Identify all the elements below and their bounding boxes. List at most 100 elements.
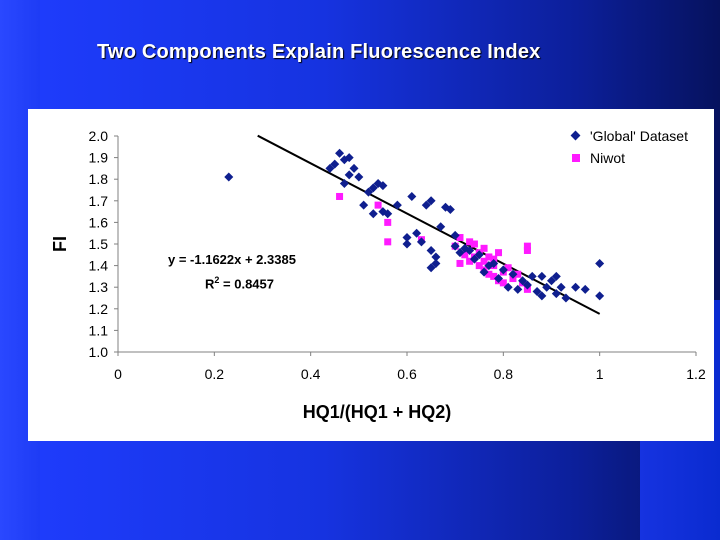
niwot-point [336, 192, 344, 200]
y-tick-label: 2.0 [89, 128, 109, 144]
niwot-point [384, 218, 392, 226]
global-point [344, 153, 354, 163]
global-point [518, 276, 528, 286]
global-point [595, 258, 605, 268]
niwot-point [485, 270, 493, 278]
global-point [392, 200, 402, 210]
trendline [257, 134, 601, 315]
niwot-point [499, 279, 507, 287]
global-point [595, 291, 605, 301]
global-point [580, 284, 590, 294]
slide-title: Two Components Explain Fluorescence Inde… [97, 41, 541, 63]
global-point [354, 172, 364, 182]
global-point [339, 179, 349, 189]
x-tick-label: 0.6 [397, 366, 417, 382]
global-point [426, 196, 436, 206]
niwot-point [480, 257, 488, 265]
global-point [474, 250, 484, 260]
global-point [383, 209, 393, 219]
global-point [344, 170, 354, 180]
global-point [508, 269, 518, 279]
niwot-point [374, 201, 382, 209]
diamond-marker-icon [568, 130, 584, 142]
y-tick-label: 1.3 [89, 279, 109, 295]
global-point [330, 159, 340, 169]
global-point [335, 148, 345, 158]
legend-item-global: 'Global' Dataset [568, 125, 688, 147]
global-point [402, 239, 412, 249]
global-point [431, 258, 441, 268]
r-squared-line: R2 = 0.8457 [205, 275, 274, 292]
niwot-point [466, 238, 474, 246]
x-tick-label: 1 [596, 366, 604, 382]
global-point [484, 261, 494, 271]
legend-label-global: 'Global' Dataset [590, 128, 688, 144]
global-point [522, 280, 532, 290]
niwot-point [456, 234, 464, 242]
niwot-point [461, 251, 469, 259]
x-tick-label: 0.2 [205, 366, 225, 382]
x-tick-label: 1.2 [686, 366, 706, 382]
x-tick-label: 0.4 [301, 366, 321, 382]
global-point [378, 181, 388, 191]
global-point [527, 271, 537, 281]
global-point [368, 209, 378, 219]
y-tick-label: 1.5 [89, 236, 109, 252]
global-point [537, 271, 547, 281]
global-point [513, 284, 523, 294]
niwot-point [466, 257, 474, 265]
chart-legend: 'Global' Dataset Niwot [568, 125, 688, 169]
global-point [537, 291, 547, 301]
global-point [412, 228, 422, 238]
niwot-point [504, 264, 512, 272]
global-point [532, 287, 542, 297]
global-point [542, 282, 552, 292]
global-point [547, 276, 556, 286]
global-point [445, 204, 455, 214]
y-tick-label: 1.0 [89, 344, 109, 360]
global-point [426, 263, 436, 273]
legend-item-niwot: Niwot [568, 147, 688, 169]
niwot-point [480, 244, 488, 252]
global-point [551, 271, 561, 281]
chart-panel: 1.0 1.1 1.2 1.3 1.4 1.5 1.6 1.7 1.8 1.9 2.0 0 0.2 0.4… [28, 109, 714, 441]
y-tick-label: 1.8 [89, 171, 109, 187]
regression-equation: y = -1.1622x + 2.3385 R2 = 0.8457 [168, 249, 296, 294]
niwot-point [475, 262, 483, 270]
global-point [378, 207, 388, 217]
x-axis-title: HQ1/(HQ1 + HQ2) [303, 402, 452, 422]
global-point [450, 230, 460, 240]
niwot-point [495, 249, 503, 257]
global-point [436, 222, 446, 232]
x-tick-label: 0 [114, 366, 122, 382]
y-tick-label: 1.6 [89, 214, 109, 230]
global-point [402, 233, 412, 243]
global-point [450, 241, 460, 251]
global-point [494, 274, 504, 284]
y-tick-label: 1.4 [89, 258, 109, 274]
global-point [465, 245, 475, 255]
global-point [363, 187, 373, 197]
niwot-point [456, 259, 464, 267]
equation-line: y = -1.1622x + 2.3385 [168, 252, 296, 267]
niwot-point [485, 253, 493, 261]
global-point [359, 200, 369, 210]
global-point [556, 282, 566, 292]
global-point [551, 289, 561, 299]
global-point [421, 200, 431, 210]
niwot-point [523, 242, 531, 250]
niwot-point [384, 238, 392, 246]
global-point [325, 163, 335, 173]
global-point [426, 245, 436, 255]
global-point [561, 293, 571, 303]
global-point [431, 252, 441, 262]
square-marker-icon [568, 152, 584, 164]
global-point [455, 248, 465, 258]
global-point [407, 191, 417, 201]
global-point [571, 282, 581, 292]
y-axis-title: FI [50, 236, 70, 252]
global-point [503, 282, 513, 292]
niwot-point [514, 270, 522, 278]
legend-label-niwot: Niwot [590, 150, 626, 166]
global-point [368, 183, 378, 193]
